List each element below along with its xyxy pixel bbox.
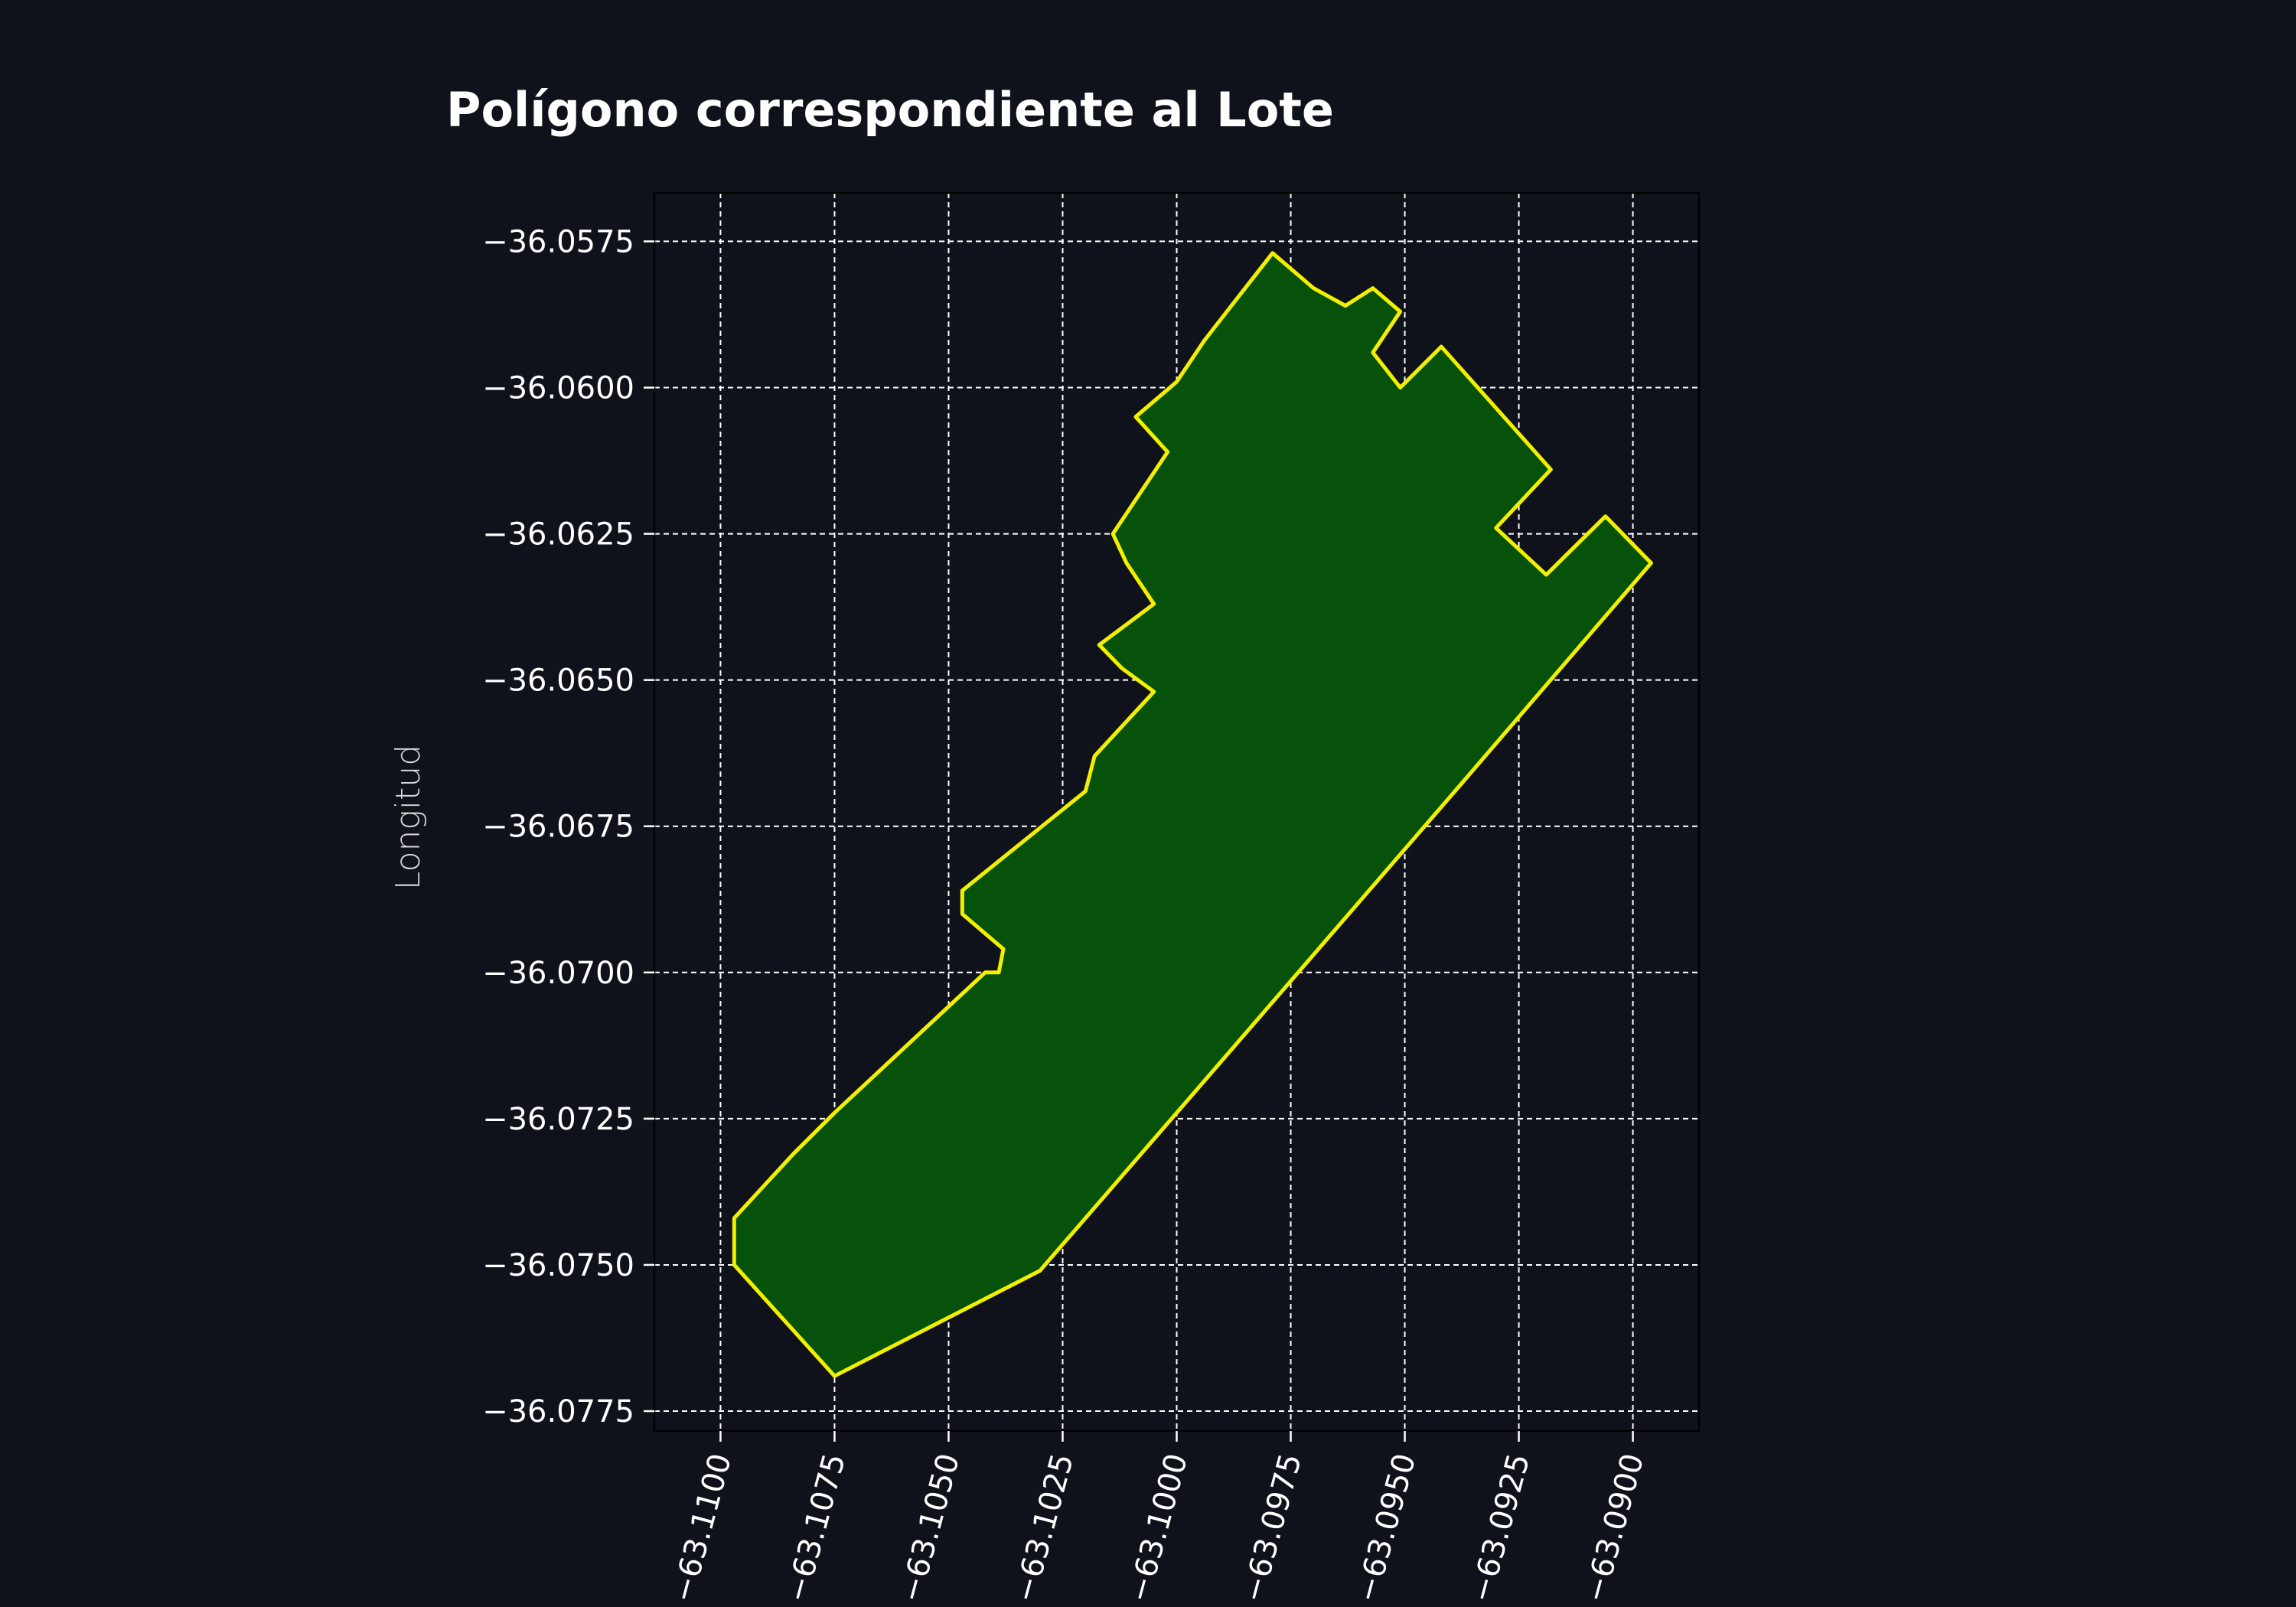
- y-tick-label: −36.0650: [482, 663, 634, 699]
- y-tick-label: −36.0725: [482, 1102, 634, 1137]
- y-tick-label: −36.0700: [482, 956, 634, 991]
- y-axis-label: Longitud: [389, 745, 428, 890]
- y-tick-label: −36.0675: [482, 810, 634, 845]
- y-tick-label: −36.0625: [482, 517, 634, 553]
- chart-title: Polígono correspondiente al Lote: [446, 82, 1334, 138]
- y-tick-label: −36.0775: [482, 1394, 634, 1429]
- polygon-layer: [732, 251, 1653, 1378]
- y-tick-label: −36.0600: [482, 371, 634, 406]
- y-tick-label: −36.0575: [482, 224, 634, 259]
- y-axis: −36.0575 −36.0600 −36.0625 −36.0650 −36.0675…: [482, 224, 654, 1429]
- y-tick-label: −36.0750: [482, 1248, 634, 1283]
- lot-polygon: [732, 251, 1653, 1378]
